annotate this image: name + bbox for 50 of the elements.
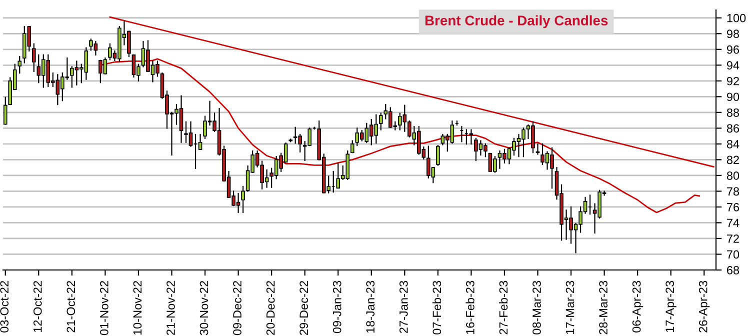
x-tick-label: 10-Nov-22 <box>133 281 142 335</box>
x-tick-label: 09-Jan-23 <box>332 280 342 334</box>
y-tick-label: 78 <box>727 187 740 196</box>
x-tick-label: 18-Jan-23 <box>366 280 375 333</box>
candlestick <box>241 186 245 214</box>
x-tick-label: 08-Mar-23 <box>532 280 541 334</box>
x-tick-label: 17-Mar-23 <box>566 280 574 334</box>
y-tick-label: 80 <box>726 171 740 180</box>
x-tick-label: 09-Dec-22 <box>233 281 242 336</box>
candlestick <box>18 56 22 74</box>
candlestick <box>536 143 540 155</box>
chart-title: Brent Crude - Daily Candles <box>425 15 608 28</box>
x-tick-label: 12-Oct-22 <box>33 281 42 332</box>
x-tick-label: 21-Oct-22 <box>66 281 76 332</box>
x-tick-label: 28-Mar-23 <box>599 280 608 334</box>
y-tick-label: 94 <box>726 61 740 70</box>
x-tick-label: 01-Nov-22 <box>100 281 108 336</box>
candlestick <box>3 96 8 125</box>
x-tick-label: 07-Feb-23 <box>432 280 442 334</box>
x-tick-label: 26-Apr-23 <box>698 280 710 332</box>
x-tick-label: 17-Apr-23 <box>666 280 676 332</box>
x-tick-label: 29-Dec-22 <box>300 281 308 335</box>
y-tick-label: 100 <box>727 14 746 22</box>
x-tick-label: 21-Nov-22 <box>166 281 175 335</box>
candlestick <box>469 129 474 144</box>
candlestick <box>198 134 202 150</box>
x-tick-label: 06-Apr-23 <box>632 280 644 332</box>
y-tick-label: 98 <box>726 30 740 38</box>
x-tick-label: 30-Nov-22 <box>200 281 208 336</box>
y-tick-label: 74 <box>727 218 740 228</box>
candlestick <box>350 140 354 154</box>
x-tick-label: 27-Jan-23 <box>399 280 408 333</box>
y-tick-label: 92 <box>726 76 739 86</box>
y-tick-label: 76 <box>727 203 740 212</box>
y-tick-label: 96 <box>726 45 740 54</box>
y-tick-label: 70 <box>727 250 740 259</box>
candlestick <box>32 43 36 72</box>
x-tick-label: 16-Feb-23 <box>466 280 474 334</box>
candlestick <box>436 144 440 166</box>
candlestick <box>378 112 383 130</box>
y-tick-label: 88 <box>726 108 740 117</box>
x-tick-label: 20-Dec-22 <box>266 281 275 335</box>
y-tick-label: 82 <box>726 156 739 164</box>
x-tick-label: 03-Oct-22 <box>0 281 9 332</box>
y-tick-label: 84 <box>726 140 740 148</box>
x-tick-label: 27-Feb-23 <box>498 280 508 334</box>
y-tick-label: 68 <box>727 266 740 274</box>
y-tick-label: 72 <box>727 234 739 243</box>
y-tick-label: 90 <box>726 92 740 102</box>
y-tick-label: 86 <box>726 124 740 133</box>
